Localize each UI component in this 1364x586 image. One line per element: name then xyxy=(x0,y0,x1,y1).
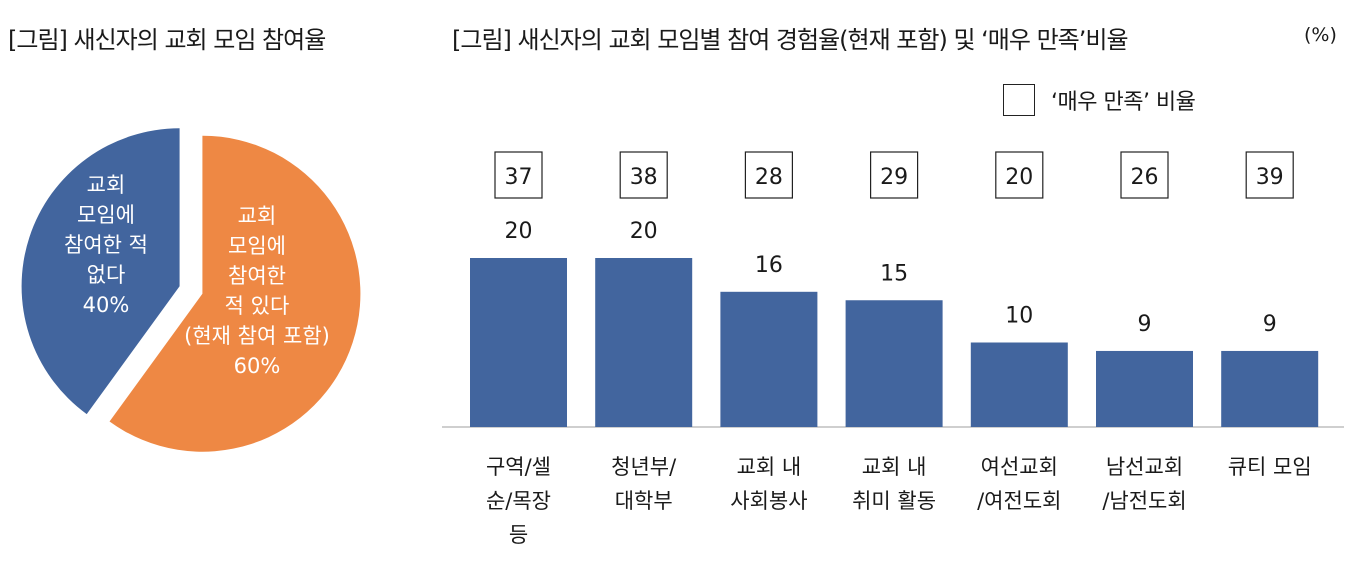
bar xyxy=(720,291,818,427)
bar-chart: 20 37 구역/셀 순/목장 등 20 38 청년부/대학부 16 28 교회 내 사회봉사 15 29… xyxy=(442,151,1344,547)
satisfaction-value: 26 xyxy=(1131,165,1159,190)
legend-swatch xyxy=(1003,84,1035,116)
pie-slice-label: 교회 모임에 참여한 적 있다 (현재 참여 포함) 60% xyxy=(184,204,330,378)
satisfaction-box xyxy=(619,151,668,199)
unit-label: (%) xyxy=(1304,24,1337,46)
satisfaction-box xyxy=(1120,151,1169,199)
bar xyxy=(595,258,693,427)
bar-value-label: 9 xyxy=(1263,312,1277,337)
bar xyxy=(970,342,1068,427)
bar-chart-title: [그림] 새신자의 교회 모임별 참여 경험율(현재 포함) 및 ‘매우 만족’… xyxy=(452,26,1129,54)
satisfaction-value: 20 xyxy=(1005,165,1033,190)
bar xyxy=(1096,350,1193,427)
satisfaction-value: 37 xyxy=(505,165,533,190)
pie-slice xyxy=(109,135,361,452)
satisfaction-value: 39 xyxy=(1256,165,1284,190)
pie-chart-title: [그림] 새신자의 교회 모임 참여율 xyxy=(8,26,326,54)
bar-value-label: 20 xyxy=(505,219,533,244)
pie-slice xyxy=(21,128,180,415)
category-label: 여선교회/여전도회 xyxy=(977,455,1061,513)
pie-chart: 교회 모임에 참여한 적 있다 (현재 참여 포함) 60% 교회 모임에 참여한 적 없다 40% xyxy=(21,128,361,452)
satisfaction-box xyxy=(1245,151,1294,199)
category-label: 교회 내 취미 활동 xyxy=(852,455,936,513)
satisfaction-box xyxy=(869,151,919,199)
bar-value-label: 20 xyxy=(630,219,658,244)
category-label: 교회 내 사회봉사 xyxy=(730,455,807,513)
bar xyxy=(470,258,567,427)
satisfaction-value: 38 xyxy=(630,165,658,190)
pie-slice-label: 교회 모임에 참여한 적 없다 40% xyxy=(64,173,148,317)
category-label: 남선교회/남전도회 xyxy=(1102,455,1186,513)
satisfaction-box xyxy=(494,151,543,199)
satisfaction-box xyxy=(744,151,794,199)
bar-value-label: 16 xyxy=(755,253,783,278)
bar xyxy=(1221,350,1319,427)
category-label: 구역/셀 순/목장 등 xyxy=(486,455,551,547)
bar-value-label: 15 xyxy=(880,261,908,286)
satisfaction-value: 29 xyxy=(880,165,908,190)
category-label: 청년부/대학부 xyxy=(611,455,677,513)
satisfaction-value: 28 xyxy=(755,165,783,190)
bar-value-label: 9 xyxy=(1138,312,1152,337)
bar-value-label: 10 xyxy=(1005,304,1033,329)
satisfaction-box xyxy=(995,151,1044,199)
legend: ‘매우 만족’ 비율 xyxy=(1003,82,1196,118)
legend-label: ‘매우 만족’ 비율 xyxy=(1051,90,1196,115)
bar xyxy=(845,300,943,427)
category-label: 큐티 모임 xyxy=(1228,455,1312,479)
